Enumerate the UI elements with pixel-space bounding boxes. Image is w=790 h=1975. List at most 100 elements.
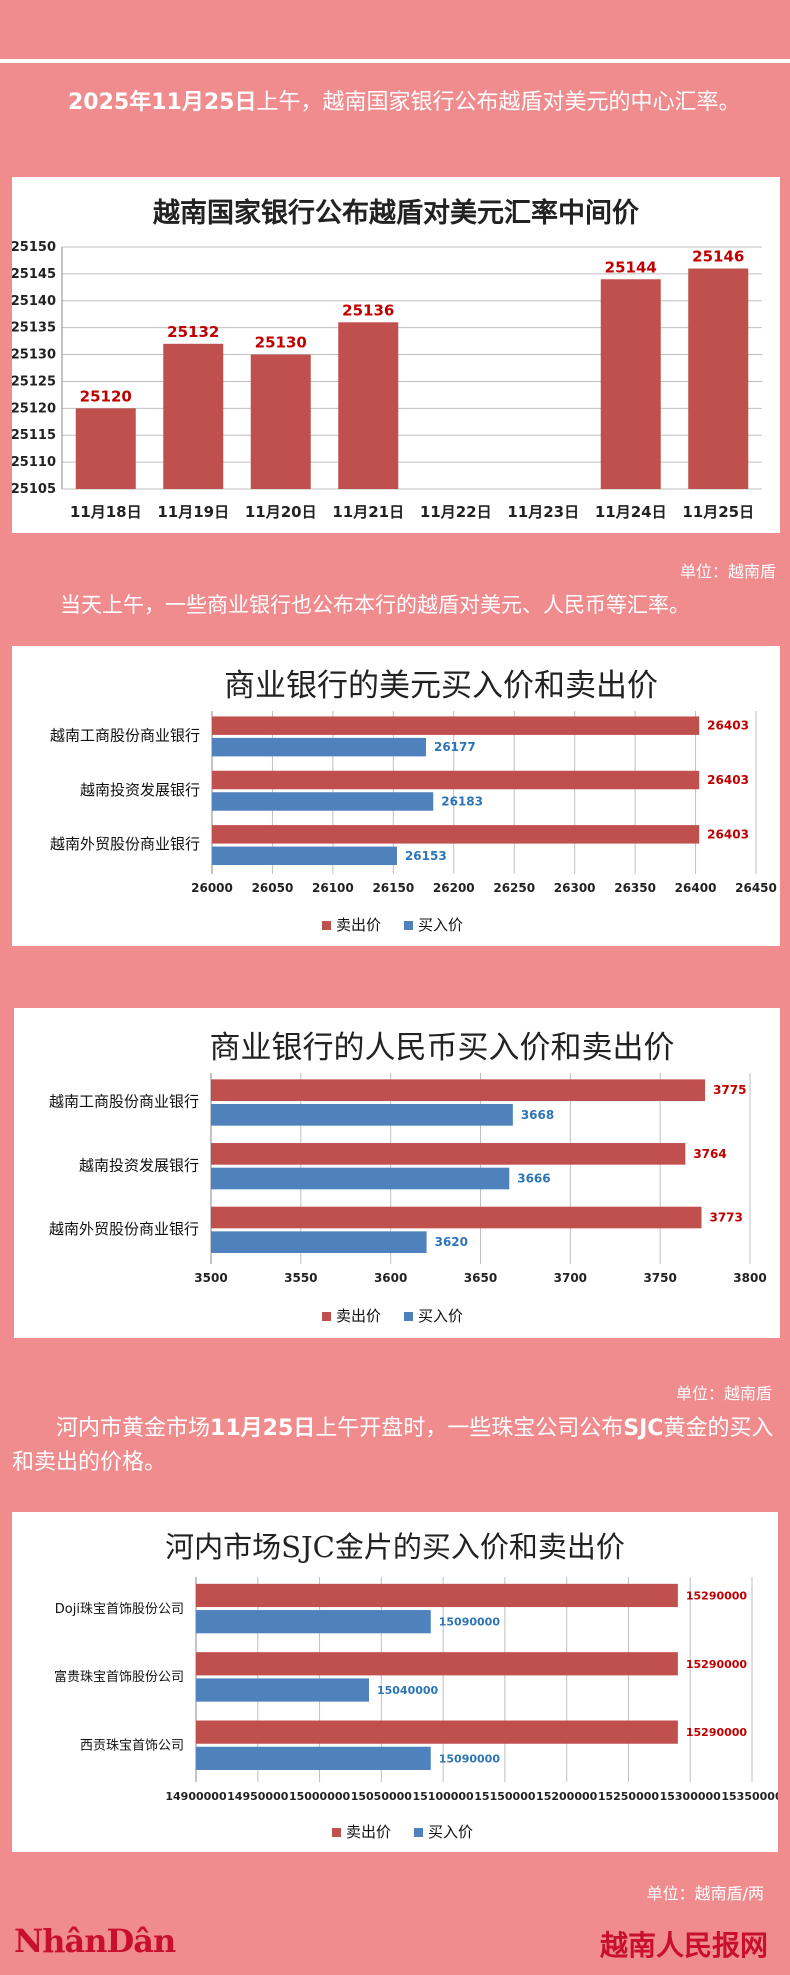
intro-paragraph-3: 河内市黄金市场11月25日上午开盘时，一些珠宝公司公布SJC黄金的买入和卖出的价…	[12, 1412, 782, 1480]
sell-bar	[196, 1652, 678, 1676]
x-tick-label: 15150000	[474, 1790, 536, 1803]
bar	[75, 408, 136, 489]
intro3-part5: 黄金的买入和卖出的价格。	[12, 1416, 774, 1475]
category-label: 西贡珠宝首饰公司	[80, 1738, 184, 1753]
central-rate-chart: 25105 25110 25115 25120 25125 25130 25135 25140…	[12, 240, 762, 521]
y-tick-label: 25120	[12, 401, 56, 416]
legend-swatch	[404, 921, 413, 930]
data-label: 15290000	[686, 1589, 748, 1602]
x-tick-label: 3550	[284, 1271, 317, 1285]
x-tick-label: 11月20日	[245, 503, 317, 521]
x-tick-label: 15200000	[536, 1790, 598, 1803]
buy-bar	[212, 846, 397, 866]
intro-paragraph-1: 2025年11月25日上午，越南国家银行公布越盾对美元的中心汇率。	[16, 86, 776, 120]
y-tick-label: 25135	[12, 321, 56, 336]
bar	[600, 279, 661, 489]
legend-label: 买入价	[418, 1307, 463, 1325]
category-label: 越南投资发展银行	[79, 1156, 199, 1174]
data-label: 3773	[709, 1211, 742, 1225]
x-tick-label: 11月19日	[157, 503, 229, 521]
y-tick-label: 25110	[12, 455, 56, 470]
data-label: 25146	[692, 248, 744, 266]
x-tick-label: 26000	[191, 881, 233, 895]
intro3-part1: 河内市黄金市场	[56, 1416, 211, 1441]
x-tick-label: 26050	[252, 881, 294, 895]
sell-bar	[212, 716, 700, 735]
y-tick-label: 25105	[12, 482, 56, 497]
legend-label: 卖出价	[336, 1307, 381, 1325]
buy-bar	[211, 1167, 510, 1190]
x-tick-label: 11月21日	[332, 503, 404, 521]
category-label: 越南外贸股份商业银行	[50, 835, 200, 853]
y-tick-label: 25130	[12, 348, 56, 363]
x-tick-label: 26250	[493, 881, 535, 895]
x-tick-label: 26350	[614, 881, 656, 895]
sell-bar	[211, 1206, 702, 1229]
intro-date: 2025年11月25日	[68, 90, 257, 115]
chart-panel-usd: 商业银行的美元买入价和卖出价 26000 26050 26100 26150 26200…	[12, 646, 780, 946]
data-label: 26183	[441, 794, 483, 808]
data-label: 15040000	[377, 1684, 439, 1697]
y-tick-label: 25115	[12, 428, 56, 443]
x-tick-label: 3500	[194, 1271, 227, 1285]
legend-swatch	[322, 921, 331, 930]
x-tick-label: 26100	[312, 881, 354, 895]
sell-bar	[196, 1583, 678, 1608]
x-tick-label: 15050000	[351, 1790, 413, 1803]
legend-swatch	[414, 1828, 423, 1837]
x-tick-label: 3750	[643, 1271, 676, 1285]
category-label: 越南工商股份商业银行	[50, 726, 200, 744]
gold-price-chart: 14900000 14950000 15000000 15050000 15100000…	[54, 1577, 778, 1841]
data-label: 3620	[435, 1235, 468, 1249]
data-label: 3775	[713, 1083, 746, 1097]
category-label: Doji珠宝首饰股份公司	[55, 1602, 184, 1617]
category-label: 越南投资发展银行	[80, 781, 200, 799]
buy-bar	[212, 737, 426, 757]
data-label: 3764	[693, 1147, 726, 1161]
sell-bar	[196, 1720, 678, 1744]
sell-bar	[211, 1143, 686, 1165]
x-tick-label: 11月22日	[420, 503, 492, 521]
x-tick-label: 14900000	[165, 1790, 227, 1803]
intro3-date: 11月25日	[210, 1416, 316, 1441]
data-label: 25132	[167, 323, 219, 341]
x-tick-label: 11月24日	[595, 503, 667, 521]
x-tick-label: 11月23日	[507, 503, 579, 521]
x-tick-label: 14950000	[227, 1790, 289, 1803]
chart-panel-central-rate: 越南国家银行公布越盾对美元汇率中间价 25105 25110 25115 25120 2…	[12, 177, 780, 533]
chart-title: 河内市场SJC金片的买入价和卖出价	[165, 1530, 625, 1564]
x-tick-label: 3650	[464, 1271, 497, 1285]
data-label: 15290000	[686, 1658, 748, 1671]
top-divider	[0, 59, 790, 63]
x-tick-label: 3700	[554, 1271, 587, 1285]
buy-bar	[196, 1678, 369, 1702]
bar	[163, 343, 224, 489]
buy-bar	[196, 1746, 431, 1770]
legend-label: 卖出价	[346, 1823, 391, 1841]
x-tick-label: 11月25日	[682, 503, 754, 521]
x-tick-label: 3600	[374, 1271, 407, 1285]
unit-label-3: 单位：越南盾/两	[646, 1884, 764, 1903]
chart-title: 越南国家银行公布越盾对美元汇率中间价	[153, 198, 639, 229]
bar	[688, 268, 749, 489]
legend-swatch	[404, 1312, 413, 1321]
x-tick-label: 15000000	[289, 1790, 351, 1803]
bar	[338, 322, 399, 489]
y-tick-label: 25150	[12, 240, 56, 255]
legend-label: 卖出价	[336, 916, 381, 934]
x-tick-label: 26300	[554, 881, 596, 895]
buy-bar	[211, 1104, 513, 1126]
y-tick-label: 25125	[12, 374, 56, 389]
intro3-part3: 上午开盘时，一些珠宝公司公布	[315, 1416, 624, 1441]
buy-bar	[211, 1231, 427, 1253]
x-tick-label: 15100000	[412, 1790, 474, 1803]
x-tick-label: 26450	[735, 881, 777, 895]
buy-bar	[196, 1610, 431, 1634]
unit-label-1: 单位：越南盾	[679, 562, 776, 581]
data-label: 15290000	[686, 1726, 748, 1739]
data-label: 15090000	[439, 1616, 501, 1629]
category-label: 越南外贸股份商业银行	[49, 1220, 199, 1238]
data-label: 3668	[521, 1108, 554, 1122]
data-label: 25120	[80, 387, 132, 405]
x-tick-label: 26400	[675, 881, 717, 895]
